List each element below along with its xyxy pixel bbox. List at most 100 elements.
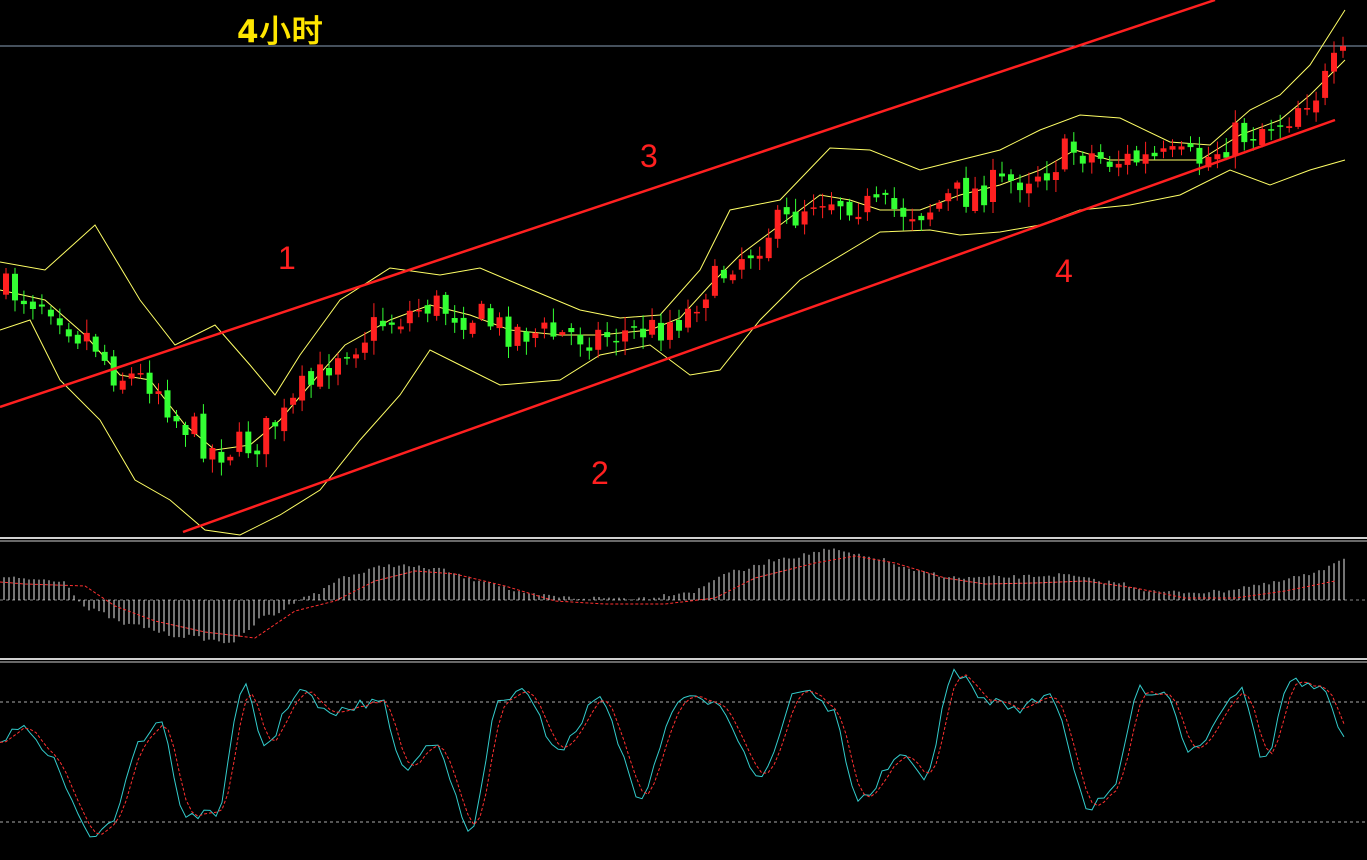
candle-bull [209,448,216,460]
candle-bull [478,303,485,319]
candle-bear [47,309,54,317]
candle-bear [65,329,72,337]
candle-bear [1017,182,1023,191]
candle-bear [1106,161,1113,167]
candle-bear [379,320,386,327]
candle-bear [460,317,467,330]
candle-bear [586,347,593,351]
candle-bear [1241,122,1248,143]
candle-bear [792,211,799,226]
candle-bear [254,450,261,455]
candle-bull [370,317,377,341]
candle-bull [828,204,835,211]
candle-bull [137,373,144,375]
kdj-d-line [0,674,1345,835]
candle-bull [864,195,871,213]
candle-bear [846,201,853,216]
candle-bull [729,274,736,281]
candle-bear [146,372,153,394]
candle-bull [702,299,709,308]
candle-bull [299,375,306,401]
candle-bear [604,332,611,338]
candle-bull [128,373,135,379]
bollinger-middle-band [0,59,1346,451]
annotation-3: 3 [640,138,658,174]
candle-bull [1142,154,1149,164]
candle-bull [1025,183,1032,194]
candle-bull [1034,176,1041,182]
candle-bull [756,255,763,259]
candle-bull [532,332,539,338]
candle-bear [164,390,171,418]
candle-bull [936,202,943,209]
candle-bull [810,207,817,209]
candle-bull [119,380,126,390]
candle-bull [990,169,996,202]
candle-bear [1008,174,1014,181]
chart-title: 4小时 [237,14,324,50]
candle-bear [720,269,727,279]
candle-bull [855,216,862,220]
candle-bear [12,273,18,301]
candle-bull [649,319,656,335]
candle-bear [388,322,395,325]
candle-bear [658,322,664,341]
candle-bear [200,413,207,459]
candle-bull [1052,172,1059,180]
candle-bear [1277,125,1284,127]
candle-bear [640,328,647,338]
candle-bull [819,206,826,208]
candle-bull [801,211,808,225]
bollinger-lower-band [0,159,1346,536]
candle-bull [415,310,422,312]
candle-bull [1322,70,1329,98]
kdj-k-line [0,668,1345,838]
candle-bear [326,368,332,376]
candle-bull [397,326,404,330]
candle-bear [424,305,431,314]
candle-bull [1331,52,1337,72]
candle-bull [909,219,916,222]
candle-bull [281,407,288,432]
candle-bull [290,397,297,405]
candle-bear [523,331,530,342]
candle-bear [963,177,970,207]
candle-bear [891,198,898,209]
candle-bull [1115,163,1122,168]
candle-bull [317,364,324,387]
candle-bull [1088,153,1095,163]
candle-bear [505,316,512,347]
candle-bull [227,456,234,461]
candle-bull [622,330,629,342]
candle-bull [945,193,952,202]
candle-bear [245,431,252,454]
candle-bear [783,207,790,215]
candle-bull [496,317,503,329]
candle-bear [487,308,494,327]
candle-bear [451,318,458,323]
bollinger-upper-band [0,9,1346,396]
candle-bear [676,320,682,331]
candle-bear [173,416,180,422]
candle-bull [236,431,243,452]
candle-bull [685,308,691,328]
candle-bear [74,334,81,344]
candle-bear [1268,129,1275,131]
candle-bull [1178,146,1185,150]
candle-bull [155,391,162,394]
candle-bull [1232,122,1239,156]
candle-bull [1169,146,1176,150]
candle-bear [218,451,225,463]
candle-bear [837,200,844,207]
candle-bull [3,273,9,295]
candle-bear [20,300,27,305]
candle-bear [981,185,988,206]
candle-bear [1187,143,1194,148]
candle-bull [595,329,602,350]
candle-bull [353,354,359,359]
annotation-2: 2 [591,455,609,491]
candle-bear [92,336,99,352]
candle-bear [1079,155,1086,164]
